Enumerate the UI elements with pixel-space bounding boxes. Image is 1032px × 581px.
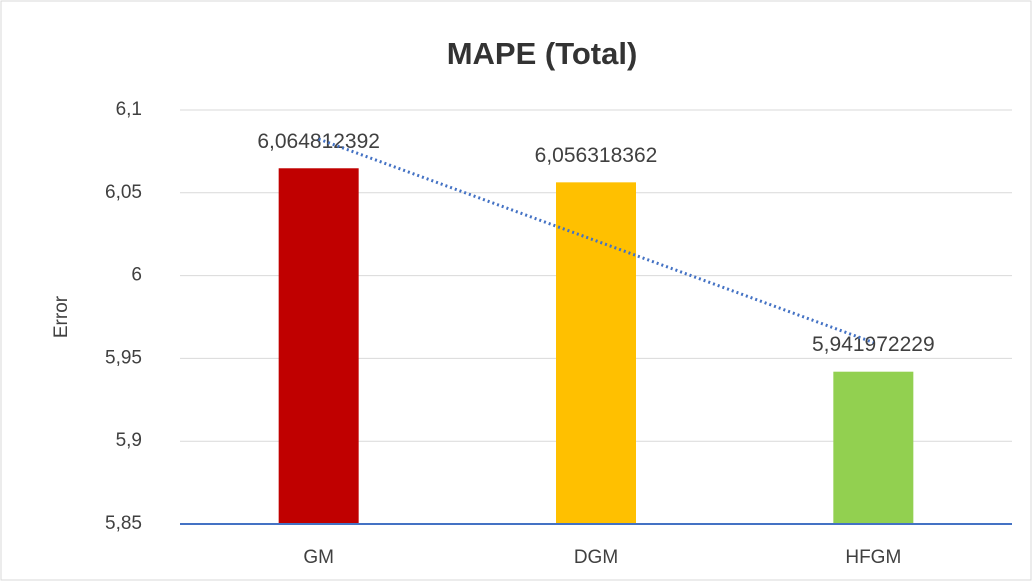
data-label: 6,064812392	[257, 130, 380, 153]
bar	[556, 182, 636, 524]
y-axis-label: Error	[51, 295, 72, 338]
y-tick-label: 5,85	[105, 513, 142, 534]
trendline	[318, 137, 874, 344]
x-tick-label: DGM	[574, 547, 618, 568]
y-tick-label: 5,9	[116, 430, 142, 451]
bar	[833, 371, 914, 524]
x-tick-label: HFGM	[845, 547, 901, 568]
y-tick-label: 5,95	[105, 347, 142, 368]
y-tick-label: 6,1	[116, 99, 142, 120]
x-tick-label: GM	[303, 547, 334, 568]
y-tick-label: 6,05	[105, 182, 142, 203]
y-tick-label: 6	[131, 265, 142, 286]
chart-title: MAPE (Total)	[447, 36, 638, 71]
bar	[278, 168, 359, 524]
data-label: 6,056318362	[535, 144, 658, 167]
data-label: 5,941972229	[812, 333, 935, 356]
